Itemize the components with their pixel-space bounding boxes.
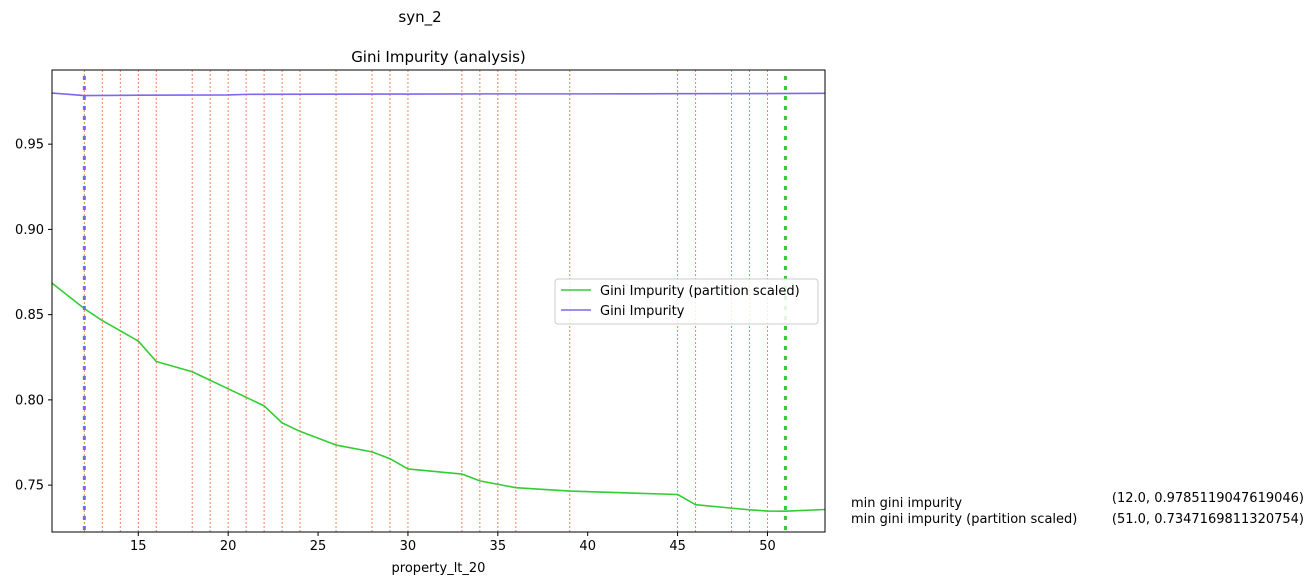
legend-label-gini: Gini Impurity	[600, 304, 685, 319]
y-tick-label: 0.90	[15, 223, 44, 238]
legend-label-partition-scaled: Gini Impurity (partition scaled)	[600, 284, 800, 299]
plot-frame	[51, 69, 826, 533]
y-tick-label: 0.95	[15, 138, 44, 153]
legend-box	[554, 278, 819, 325]
min-annotations: min gini impurity (12.0, 0.9785119047619…	[851, 491, 1304, 527]
y-tick-label: 0.75	[15, 479, 44, 494]
x-tick-label: 30	[400, 539, 417, 554]
x-axis: 15 20 25 30 35 40 45 50	[130, 532, 776, 554]
min-gini-scaled-value: (51.0, 0.7347169811320754)	[1112, 512, 1304, 527]
split-lines	[83, 70, 768, 532]
series-lines	[52, 92, 825, 513]
min-gini-scaled-label: min gini impurity (partition scaled)	[851, 512, 1077, 527]
x-tick-label: 20	[220, 539, 237, 554]
series-line-partition-scaled	[52, 282, 825, 513]
x-tick-label: 35	[490, 539, 507, 554]
min-gini-value: (12.0, 0.9785119047619046)	[1112, 491, 1304, 506]
chart-title: Gini Impurity (analysis)	[351, 48, 526, 66]
min-markers	[82, 76, 787, 532]
y-axis: 0.75 0.80 0.85 0.90 0.95	[15, 138, 52, 494]
x-axis-label: property_lt_20	[392, 561, 486, 576]
min-gini-label: min gini impurity	[851, 496, 962, 511]
series-line-gini	[52, 92, 825, 97]
legend: Gini Impurity (partition scaled) Gini Im…	[554, 278, 819, 325]
y-tick-label: 0.85	[15, 308, 44, 323]
x-tick-label: 45	[669, 539, 686, 554]
figure-title: syn_2	[398, 8, 441, 27]
x-tick-label: 40	[579, 539, 596, 554]
x-tick-label: 15	[130, 539, 147, 554]
x-tick-label: 50	[759, 539, 776, 554]
y-tick-label: 0.80	[15, 393, 44, 408]
x-tick-label: 25	[310, 539, 327, 554]
